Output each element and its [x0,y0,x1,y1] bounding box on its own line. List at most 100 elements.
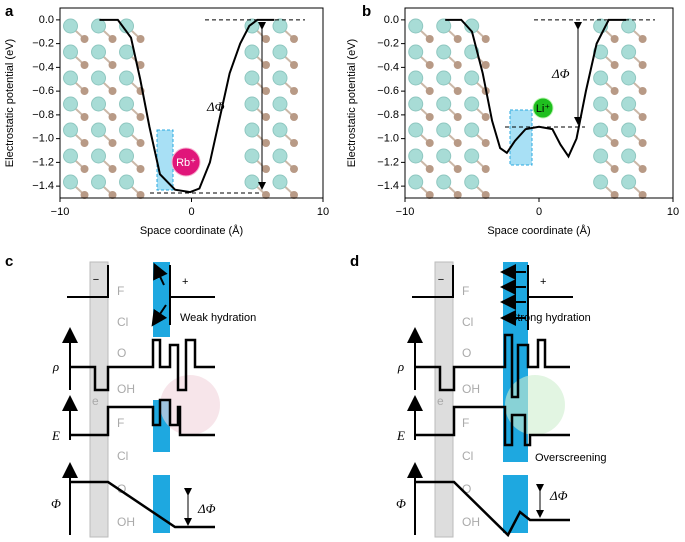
y-tick-label: −0.8 [377,109,399,121]
atom [63,18,79,34]
atom [436,148,452,164]
atom [481,35,490,43]
atom [272,122,288,138]
atom [425,87,434,95]
y-axis-label: Electrostatic potential (eV) [4,39,16,167]
y-tick-label: −1.4 [377,180,399,192]
atom [425,61,434,69]
atom [136,35,145,43]
atom [289,165,298,173]
atom [289,87,298,95]
atom [108,139,117,147]
minus-sign: − [438,274,444,286]
y-tick-label: −1.2 [377,156,399,168]
electron-label: e [437,394,444,408]
atom [408,96,424,112]
hydration-label: Strong hydration [510,312,591,324]
layer-label: F [462,416,469,430]
potential-line [445,18,627,159]
atom [108,87,117,95]
atom [91,44,107,60]
atom [464,148,480,164]
atom [244,148,260,164]
atom [108,191,117,199]
electrode [89,261,109,538]
atom [289,35,298,43]
y-tick-label: −0.2 [377,38,399,50]
atom [108,35,117,43]
atom [244,70,260,86]
atom [108,61,117,69]
atom [289,191,298,199]
axis-symbol: Φ [396,496,406,511]
atom [261,139,270,147]
atom [408,174,424,190]
delta-label: ΔΦ [549,488,568,503]
atom [464,96,480,112]
layer-label: Cl [462,449,473,463]
atom [136,113,145,121]
layer-label: OH [462,382,480,396]
atom [272,96,288,112]
ion [171,147,201,177]
note-label: Overscreening [535,452,607,464]
atom [638,87,647,95]
atom [610,191,619,199]
layer-label: O [462,346,471,360]
layer-label: F [117,284,124,298]
atom [638,61,647,69]
electrode-charge [412,265,454,298]
axis-symbol: ρ [52,359,59,374]
atom [481,139,490,147]
atom [63,70,79,86]
atom [272,174,288,190]
panel-letter: b [362,3,371,20]
atom [464,122,480,138]
interface-strip [153,475,170,533]
atom [80,191,89,199]
atom [408,44,424,60]
delta-label: ΔΦ [206,99,225,114]
atom [408,122,424,138]
ion-label: Rb⁺ [176,157,196,169]
layer-label: OH [462,515,480,529]
atom [638,35,647,43]
atom [453,61,462,69]
atom [91,174,107,190]
atom [436,174,452,190]
delta-label: ΔΦ [551,66,570,81]
y-tick-label: −1.4 [32,180,54,192]
hydration-shell [505,375,565,435]
ion-label: Li⁺ [536,103,551,115]
atom [91,96,107,112]
atom [610,87,619,95]
atom [453,35,462,43]
x-axis-label: Space coordinate (Å) [140,224,243,237]
atom [408,148,424,164]
interface-strip [153,262,170,337]
atom [610,165,619,173]
x-tick-label: 0 [188,206,194,218]
atom [436,122,452,138]
panel-letter: a [5,3,14,20]
atom [593,174,609,190]
atom [425,35,434,43]
atom [261,191,270,199]
x-tick-label: 10 [317,206,329,218]
atom [261,35,270,43]
potential-line [99,18,275,194]
atom [261,165,270,173]
layer-label: OH [117,382,135,396]
counter-charge [169,265,215,325]
atom [80,87,89,95]
atom [453,191,462,199]
atom [91,148,107,164]
layer-label: O [117,482,126,496]
plus-sign: + [182,276,188,288]
atom [621,18,637,34]
atom [80,61,89,69]
delta-label: ΔΦ [197,501,216,516]
atom [80,35,89,43]
layer-label: OH [117,515,135,529]
field-arrow [153,262,168,286]
